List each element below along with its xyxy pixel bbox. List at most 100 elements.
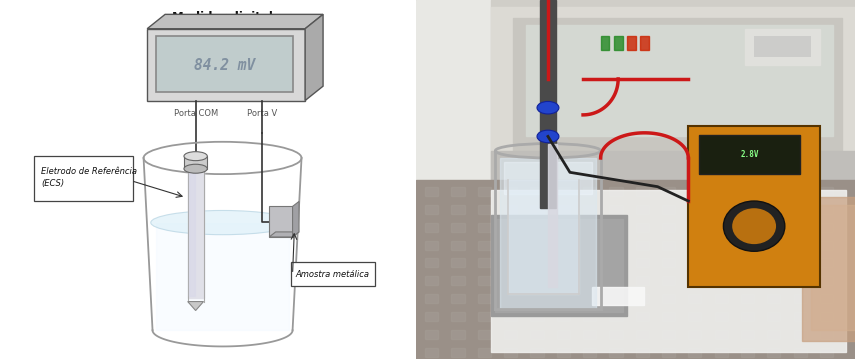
Polygon shape xyxy=(557,294,570,303)
Polygon shape xyxy=(451,312,464,321)
Polygon shape xyxy=(820,258,833,267)
Polygon shape xyxy=(504,294,517,303)
Polygon shape xyxy=(636,348,649,357)
Polygon shape xyxy=(425,241,439,250)
Polygon shape xyxy=(662,241,675,250)
Polygon shape xyxy=(557,187,570,196)
Polygon shape xyxy=(504,258,517,267)
Polygon shape xyxy=(495,219,622,312)
Polygon shape xyxy=(662,223,675,232)
Polygon shape xyxy=(504,223,517,232)
Polygon shape xyxy=(478,312,491,321)
Polygon shape xyxy=(451,258,464,267)
Polygon shape xyxy=(636,312,649,321)
Polygon shape xyxy=(189,172,195,296)
Polygon shape xyxy=(820,276,833,285)
Polygon shape xyxy=(583,241,596,250)
Polygon shape xyxy=(530,294,544,303)
Polygon shape xyxy=(715,223,728,232)
Polygon shape xyxy=(557,312,570,321)
Polygon shape xyxy=(147,29,305,101)
Polygon shape xyxy=(811,205,855,330)
Polygon shape xyxy=(767,312,781,321)
Polygon shape xyxy=(451,294,464,303)
Polygon shape xyxy=(540,0,556,208)
Polygon shape xyxy=(610,312,622,321)
Polygon shape xyxy=(820,348,833,357)
Polygon shape xyxy=(491,215,627,316)
Polygon shape xyxy=(820,223,833,232)
Polygon shape xyxy=(715,276,728,285)
Polygon shape xyxy=(610,348,622,357)
Polygon shape xyxy=(188,169,203,298)
Polygon shape xyxy=(636,241,649,250)
Polygon shape xyxy=(610,276,622,285)
Ellipse shape xyxy=(537,130,559,143)
Polygon shape xyxy=(688,348,701,357)
Polygon shape xyxy=(688,312,701,321)
Polygon shape xyxy=(662,205,675,214)
Polygon shape xyxy=(802,197,855,341)
Polygon shape xyxy=(793,330,807,339)
Polygon shape xyxy=(636,276,649,285)
Polygon shape xyxy=(557,348,570,357)
Polygon shape xyxy=(147,14,323,29)
Polygon shape xyxy=(583,312,596,321)
Polygon shape xyxy=(305,14,323,101)
Polygon shape xyxy=(269,206,292,237)
Polygon shape xyxy=(610,223,622,232)
Polygon shape xyxy=(499,158,596,309)
Bar xyxy=(184,156,207,169)
Polygon shape xyxy=(688,205,701,214)
Polygon shape xyxy=(610,205,622,214)
Polygon shape xyxy=(715,348,728,357)
Polygon shape xyxy=(610,258,622,267)
Polygon shape xyxy=(767,330,781,339)
Polygon shape xyxy=(583,348,596,357)
Ellipse shape xyxy=(184,151,207,161)
Polygon shape xyxy=(767,258,781,267)
Polygon shape xyxy=(425,223,439,232)
Polygon shape xyxy=(741,348,754,357)
Polygon shape xyxy=(478,276,491,285)
Polygon shape xyxy=(662,276,675,285)
Polygon shape xyxy=(614,36,622,50)
Polygon shape xyxy=(513,18,842,151)
Polygon shape xyxy=(491,7,855,172)
Text: Porta V: Porta V xyxy=(247,109,277,118)
Polygon shape xyxy=(425,348,439,357)
Polygon shape xyxy=(557,241,570,250)
Polygon shape xyxy=(767,205,781,214)
Polygon shape xyxy=(610,294,622,303)
Polygon shape xyxy=(530,187,544,196)
Text: Amostra metálica: Amostra metálica xyxy=(296,270,370,279)
Polygon shape xyxy=(491,0,855,187)
Polygon shape xyxy=(530,276,544,285)
Polygon shape xyxy=(557,330,570,339)
Polygon shape xyxy=(416,0,855,359)
Polygon shape xyxy=(451,187,464,196)
Polygon shape xyxy=(425,205,439,214)
Polygon shape xyxy=(636,258,649,267)
Polygon shape xyxy=(416,0,491,187)
Polygon shape xyxy=(478,223,491,232)
Polygon shape xyxy=(715,330,728,339)
Polygon shape xyxy=(688,258,701,267)
Polygon shape xyxy=(820,330,833,339)
Polygon shape xyxy=(530,205,544,214)
Ellipse shape xyxy=(537,101,559,114)
Text: Porta COM: Porta COM xyxy=(174,109,218,118)
Polygon shape xyxy=(557,223,570,232)
Polygon shape xyxy=(715,205,728,214)
Polygon shape xyxy=(820,241,833,250)
Polygon shape xyxy=(636,330,649,339)
Polygon shape xyxy=(793,223,807,232)
Polygon shape xyxy=(583,223,596,232)
Polygon shape xyxy=(583,330,596,339)
Polygon shape xyxy=(688,330,701,339)
Polygon shape xyxy=(478,258,491,267)
Polygon shape xyxy=(451,223,464,232)
Polygon shape xyxy=(491,151,855,187)
Polygon shape xyxy=(530,312,544,321)
Polygon shape xyxy=(741,241,754,250)
